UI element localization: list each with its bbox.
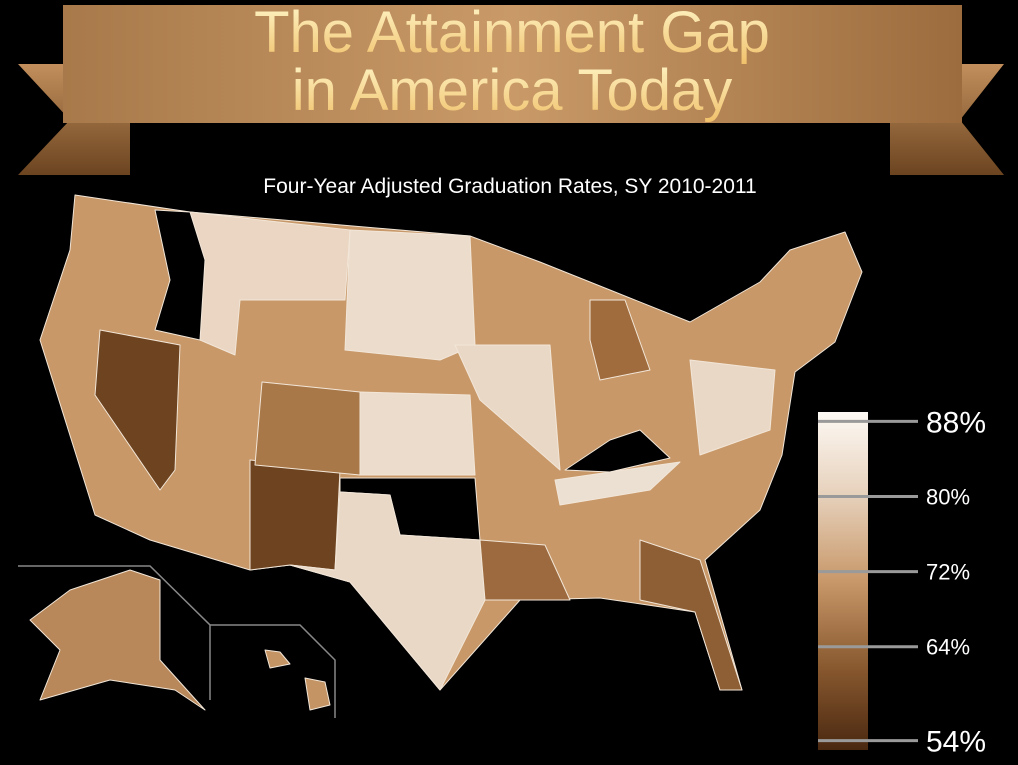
state-region <box>554 461 681 506</box>
title-line: The Attainment Gap <box>254 0 770 65</box>
state-region <box>454 344 561 471</box>
hawaii <box>304 677 331 711</box>
state-region <box>359 391 476 476</box>
state-region <box>254 381 361 476</box>
legend-label: 80% <box>926 485 970 510</box>
color-scale <box>818 412 868 750</box>
state-region <box>344 229 476 361</box>
legend-label: 64% <box>926 635 970 660</box>
us-map <box>18 194 863 718</box>
legend-label: 88% <box>926 406 986 439</box>
state-region <box>479 539 571 601</box>
state-region <box>564 429 671 473</box>
legend-label: 54% <box>926 726 986 759</box>
banner-box <box>63 5 962 123</box>
state-region <box>689 359 776 456</box>
state-region <box>639 539 743 691</box>
alaska <box>29 569 206 711</box>
state-region <box>249 459 341 571</box>
legend: 88% 80% 72% 64% 54% <box>818 406 986 759</box>
subtitle: Four-Year Adjusted Graduation Rates, SY … <box>263 175 756 198</box>
inset-line <box>210 624 336 718</box>
hawaii <box>264 649 291 669</box>
banner: The Attainment Gap in America Today <box>18 0 1004 175</box>
legend-label: 72% <box>926 560 970 585</box>
state-region <box>94 329 181 491</box>
title-line: in America Today <box>292 58 733 123</box>
state-region <box>589 299 651 381</box>
state-region <box>154 209 206 341</box>
state-region <box>289 491 486 691</box>
inset-line <box>18 565 211 700</box>
